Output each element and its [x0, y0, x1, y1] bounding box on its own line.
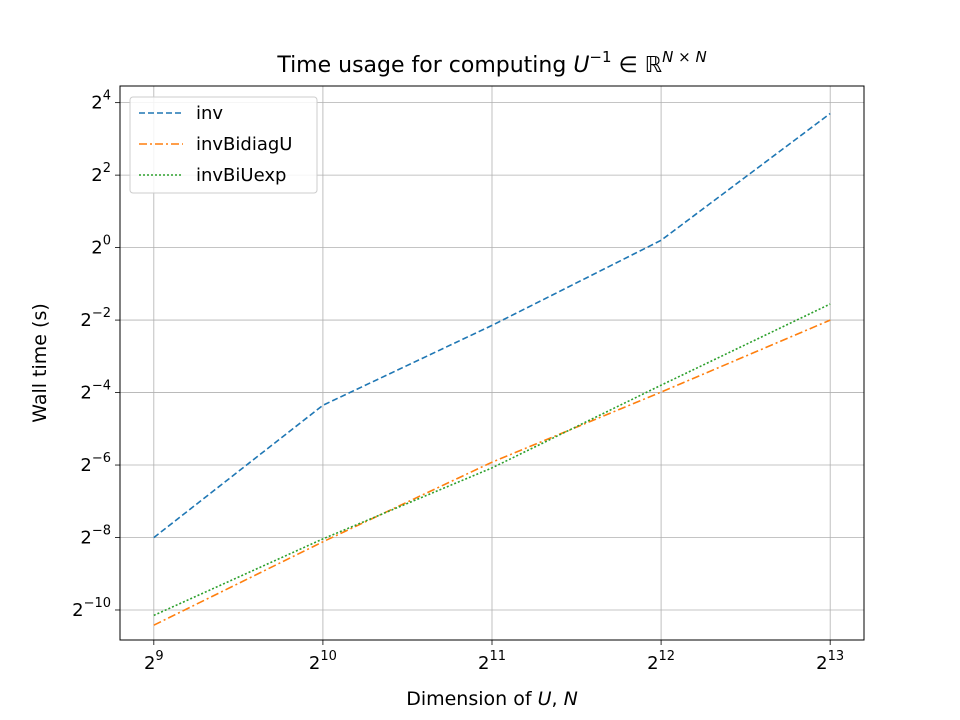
- y-tick-label-3: 2−4: [80, 379, 111, 404]
- y-axis-label: Wall time (s): [29, 303, 51, 423]
- x-axis-label-sep: ,: [552, 688, 564, 710]
- y-tick-label-5: 20: [91, 234, 111, 259]
- x-axis-label: Dimension of U, N: [406, 688, 578, 710]
- chart-title-text: Time usage for computing: [276, 53, 573, 78]
- legend-label-inv: inv: [196, 103, 223, 124]
- x-axis-label-var1: U: [538, 688, 552, 710]
- series-line-invBiUexp: [153, 303, 831, 617]
- chart-title-math-set: ℝ: [645, 53, 662, 78]
- series-line-invBidiagU: [153, 319, 831, 626]
- legend-label-invBiUexp: invBiUexp: [196, 165, 286, 186]
- series-layer: [153, 112, 831, 626]
- chart-title-math-set-sup: N × N: [662, 48, 707, 66]
- x-tick-label-3: 212: [647, 649, 675, 674]
- series-line-inv: [153, 112, 831, 539]
- legend-label-invBidiagU: invBidiagU: [196, 134, 292, 155]
- y-tick-label-2: 2−6: [80, 451, 111, 476]
- tick-layer: 29 210 211 212 213 2−10 2−8 2−6 2−4 2−2 20 22 24: [72, 89, 844, 674]
- chart-title-math-base: U: [573, 53, 589, 78]
- chart-title-math-in: ∈: [612, 53, 645, 78]
- y-tick-label-4: 2−2: [80, 306, 111, 331]
- x-axis-label-text: Dimension of: [406, 688, 537, 710]
- y-tick-label-7: 24: [91, 89, 111, 114]
- x-tick-label-0: 29: [144, 649, 164, 674]
- chart-title: Time usage for computing U−1 ∈ ℝN × N: [276, 48, 706, 78]
- y-tick-label-0: 2−10: [72, 596, 111, 621]
- y-tick-label-1: 2−8: [80, 524, 111, 549]
- x-tick-label-2: 211: [478, 649, 506, 674]
- grid-layer: [120, 86, 864, 640]
- x-tick-label-1: 210: [309, 649, 337, 674]
- x-tick-label-4: 213: [816, 649, 844, 674]
- legend-box: [129, 96, 318, 194]
- x-axis-label-var2: N: [564, 688, 578, 710]
- legend: inv invBidiagU invBiUexp: [129, 96, 318, 194]
- y-tick-label-6: 22: [91, 161, 111, 186]
- chart-title-math-sup: −1: [589, 48, 611, 66]
